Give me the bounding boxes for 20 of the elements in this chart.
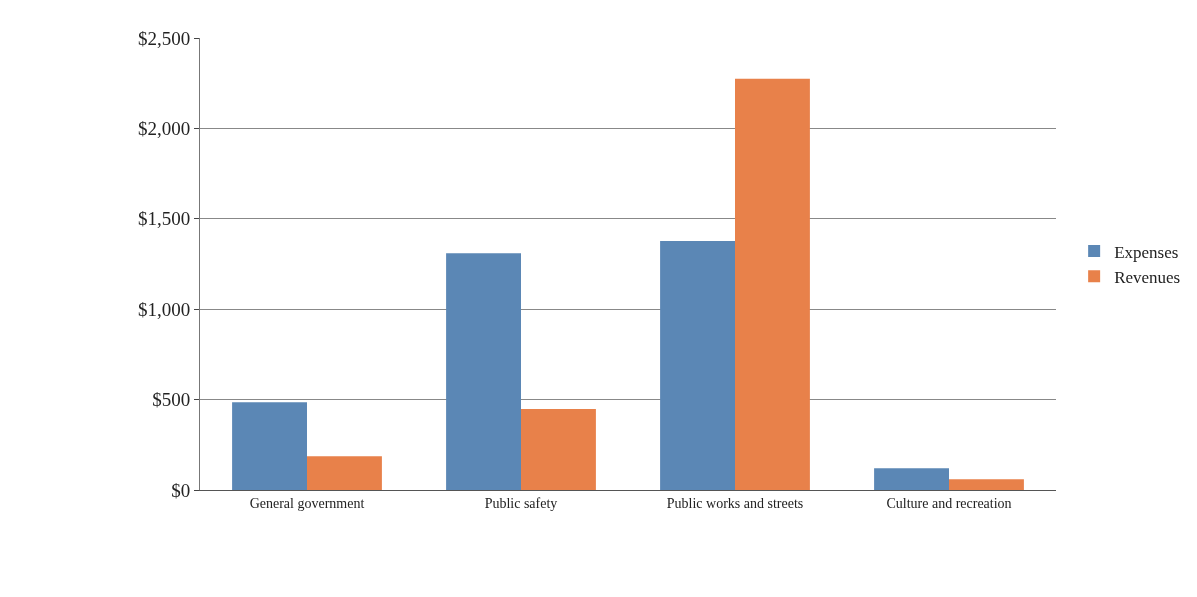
bar [446, 253, 521, 490]
bar [307, 456, 382, 490]
bar [521, 409, 596, 490]
x-tick-label: Culture and recreation [886, 495, 1012, 511]
bar [660, 241, 735, 490]
y-tick-label: $1,000 [137, 298, 191, 320]
x-tick-label: Public safety [484, 495, 558, 511]
legend-label: Revenues [1114, 267, 1181, 287]
y-tick-label: $0 [171, 479, 191, 501]
y-tick-label: $500 [152, 389, 191, 411]
x-tick-label: Public works and streets [666, 495, 804, 511]
x-tick-label: General government [249, 495, 365, 511]
y-tick-label: $1,500 [137, 208, 191, 230]
bar [735, 78, 810, 490]
legend-label: Expenses [1114, 242, 1179, 262]
bar [949, 479, 1024, 490]
bar [232, 402, 307, 490]
y-tick-label: $2,500 [137, 27, 191, 49]
y-tick-label: $2,000 [137, 118, 191, 140]
bar [874, 468, 949, 490]
